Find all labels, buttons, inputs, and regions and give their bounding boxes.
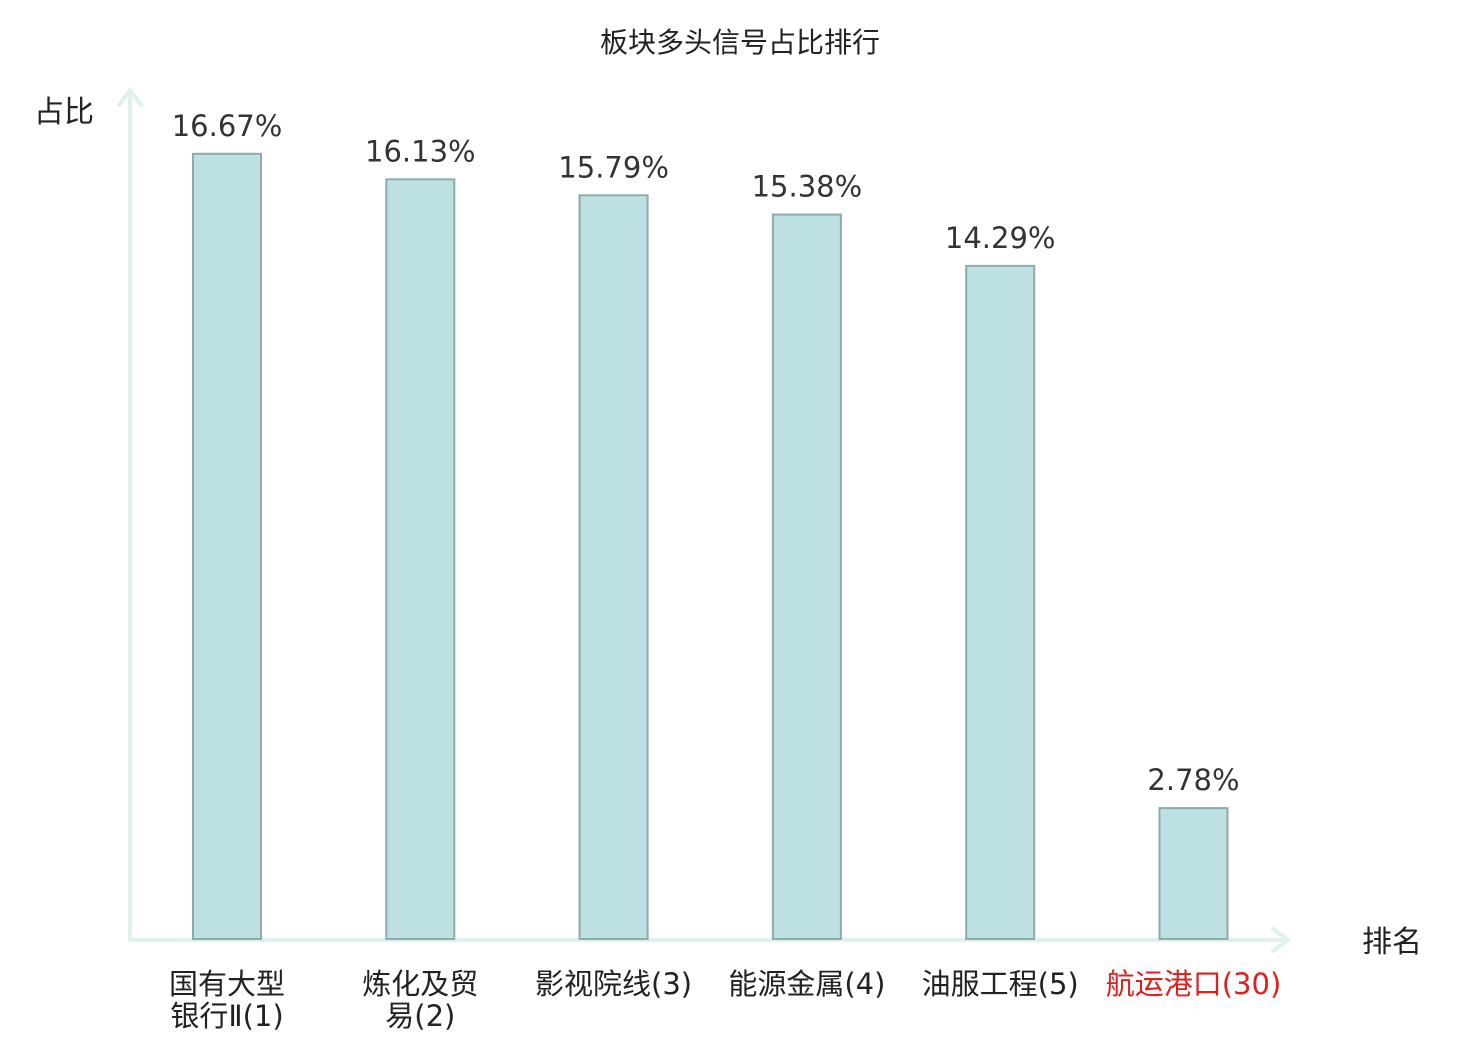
value-label-1: 16.67%	[172, 109, 283, 143]
value-label-5: 14.29%	[945, 221, 1056, 255]
category-label-1-line-1: 国有大型	[169, 967, 285, 1001]
chart-title: 板块多头信号占比排行	[600, 26, 880, 59]
bar-3	[578, 194, 649, 941]
category-label-3: 影视院线(3)	[535, 967, 692, 1001]
value-labels: 16.67% 16.13% 15.79% 15.38% 14.29% 2.78%	[172, 109, 1240, 797]
x-axis-arrow	[1271, 927, 1290, 953]
bar-4	[771, 213, 842, 941]
axes	[117, 88, 1290, 953]
bar-1	[192, 152, 262, 941]
value-label-3: 15.79%	[558, 150, 669, 184]
category-label-6: 航运港口(30)	[1106, 967, 1282, 1001]
bar-2	[385, 178, 456, 941]
category-label-2-line-1: 炼化及贸	[362, 967, 478, 1001]
value-label-6: 2.78%	[1147, 763, 1239, 797]
category-label-5: 油服工程(5)	[922, 967, 1079, 1001]
category-label-2-line-2: 易(2)	[385, 999, 455, 1033]
value-label-4: 15.38%	[752, 170, 863, 204]
bar-5	[965, 264, 1036, 940]
category-label-1-line-2: 银行Ⅱ(1)	[170, 999, 283, 1033]
category-label-4: 能源金属(4)	[728, 967, 885, 1001]
y-axis-label: 占比	[34, 95, 94, 130]
bar-6	[1158, 807, 1229, 940]
y-axis-arrow	[117, 88, 143, 107]
x-axis-label: 排名	[1362, 925, 1422, 960]
bars	[192, 152, 1229, 941]
value-label-2: 16.13%	[365, 134, 476, 168]
